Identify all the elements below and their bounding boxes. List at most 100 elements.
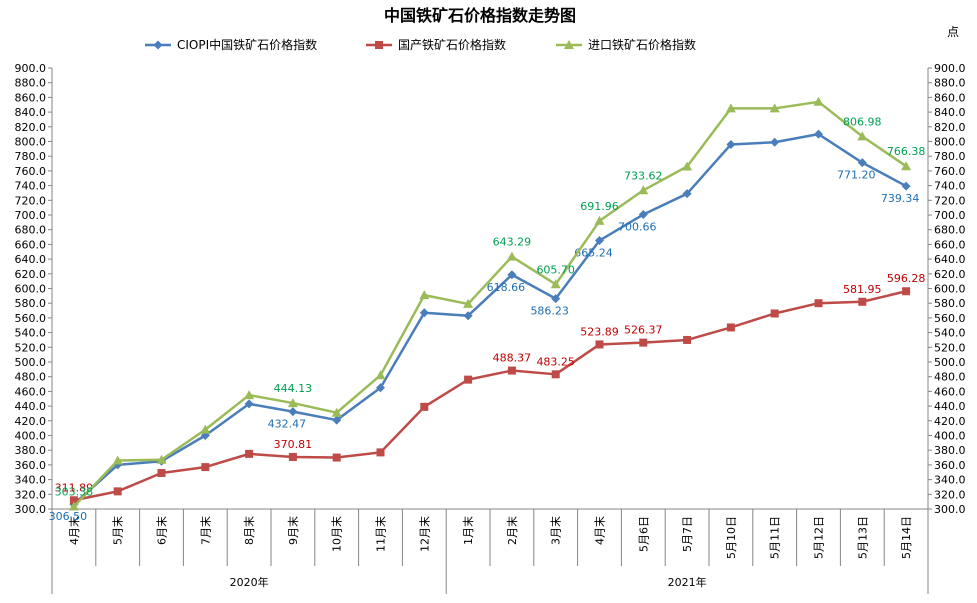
x-tick-label: 3月末 [549, 516, 563, 545]
x-tick-label: 5月14日 [900, 516, 913, 559]
data-label: 766.38 [887, 145, 926, 158]
series-line [73, 132, 907, 506]
data-label: 771.20 [837, 169, 876, 182]
y-tick-label-right: 880.0 [934, 77, 966, 90]
y-tick-label-right: 580.0 [934, 297, 966, 310]
data-point-diamond [814, 129, 823, 139]
data-point-square [507, 366, 516, 375]
y-tick-label-right: 820.0 [934, 121, 966, 134]
data-point-triangle [550, 279, 561, 289]
data-label: 618.66 [487, 281, 526, 294]
plot-area: 306.50 432.47 618.66 586.23 665.24 700.66 771.… [49, 96, 926, 523]
y-tick-label-right: 460.0 [934, 385, 966, 398]
chart-title: 中国铁矿石价格指数走势图 [384, 6, 576, 25]
data-point-square [683, 335, 692, 344]
data-point-triangle [769, 103, 780, 113]
data-label: 432.47 [268, 418, 307, 431]
x-tick-label: 5月7日 [681, 516, 694, 552]
data-point-triangle [331, 407, 342, 417]
series-line [72, 100, 907, 508]
data-label: 691.96 [580, 200, 619, 213]
data-point-diamond [463, 311, 473, 321]
data-point-triangle [725, 103, 736, 113]
x-tick-label: 5月11日 [769, 516, 782, 559]
y-tick-label-left: 360.0 [15, 459, 47, 472]
legend: CIOPI中国铁矿石价格指数 国产铁矿石价格指数 进口铁矿石价格指数 [145, 37, 696, 52]
data-point-square [858, 297, 867, 306]
y-tick-label-left: 340.0 [15, 474, 47, 487]
data-point-square [332, 453, 341, 462]
y-tick-label-left: 560.0 [15, 312, 47, 325]
x-tick-label: 6月末 [155, 516, 169, 545]
legend-item: CIOPI中国铁矿石价格指数 [145, 37, 317, 52]
data-point-triangle [68, 501, 79, 511]
x-tick-label: 5月6日 [637, 516, 650, 552]
legend-label: CIOPI中国铁矿石价格指数 [177, 37, 317, 52]
x-tick-label: 12月末 [417, 516, 431, 552]
data-point-diamond [595, 236, 604, 246]
y-tick-label-right: 420.0 [934, 415, 966, 428]
data-point-triangle [463, 298, 474, 308]
data-point-diamond [376, 383, 385, 393]
y-tick-label-right: 760.0 [934, 165, 966, 178]
data-point-square [902, 287, 911, 296]
data-label: 370.81 [274, 438, 313, 451]
y-tick-label-right: 320.0 [934, 488, 966, 501]
data-point-triangle [419, 290, 430, 300]
y-tick-label-left: 800.0 [15, 136, 47, 149]
y-tick-label-right: 300.0 [934, 503, 966, 516]
data-label: 303.38 [55, 486, 94, 499]
data-point-square [639, 338, 648, 347]
y-tick-label-right: 780.0 [934, 150, 966, 163]
x-tick-label: 1月末 [461, 516, 475, 545]
data-point-diamond [551, 294, 561, 304]
y-tick-label-left: 400.0 [15, 430, 47, 443]
y-tick-label-right: 480.0 [934, 371, 966, 384]
data-point-square [113, 487, 122, 496]
year-group-label: 2021年 [668, 575, 707, 589]
data-label: 739.34 [881, 192, 920, 205]
data-point-square [770, 309, 779, 318]
y-tick-label-left: 440.0 [15, 400, 47, 413]
data-point-triangle [375, 370, 386, 380]
data-point-square [375, 41, 383, 49]
x-tick-label: 5月10日 [725, 516, 738, 559]
data-point-diamond [770, 137, 780, 147]
data-point-triangle [638, 185, 649, 195]
data-label: 733.62 [624, 169, 663, 182]
data-point-diamond [726, 139, 736, 149]
y-tick-label-right: 380.0 [934, 444, 966, 457]
series-1: 311.89 370.81 488.37 483.25 523.89 526.37 581.… [55, 272, 925, 505]
x-tick-label: 7月末 [198, 516, 212, 545]
y-tick-label-left: 660.0 [15, 238, 47, 251]
legend-label: 进口铁矿石价格指数 [588, 37, 696, 52]
data-label: 605.70 [536, 263, 575, 276]
data-label: 523.89 [580, 325, 619, 338]
data-point-diamond [857, 158, 867, 168]
data-point-triangle [857, 131, 868, 141]
y-tick-label-left: 760.0 [15, 165, 47, 178]
data-point-square [551, 370, 560, 379]
y-tick-label-left: 600.0 [15, 283, 47, 296]
y-tick-label-right: 620.0 [934, 268, 966, 281]
y-tick-label-left: 820.0 [15, 121, 47, 134]
y-tick-label-right: 560.0 [934, 312, 966, 325]
series-line [73, 290, 907, 502]
y-tick-label-left: 840.0 [15, 106, 47, 119]
data-point-diamond [153, 40, 163, 50]
data-point-square [157, 468, 166, 477]
data-label: 483.25 [536, 355, 575, 368]
y-tick-label-left: 520.0 [15, 341, 47, 354]
data-point-triangle [901, 161, 912, 171]
y-tick-label-left: 300.0 [15, 503, 47, 516]
data-point-triangle [564, 40, 574, 49]
data-point-triangle [244, 390, 255, 400]
series-2: 303.38 444.13 643.29 605.70 691.96 733.62 806.… [55, 96, 926, 511]
data-label: 665.24 [574, 247, 613, 260]
y-tick-label-left: 320.0 [15, 488, 47, 501]
data-point-diamond [507, 270, 517, 280]
y-tick-label-right: 700.0 [934, 209, 966, 222]
series-0: 306.50 432.47 618.66 586.23 665.24 700.66 771.… [49, 129, 920, 523]
data-point-triangle [156, 454, 167, 464]
